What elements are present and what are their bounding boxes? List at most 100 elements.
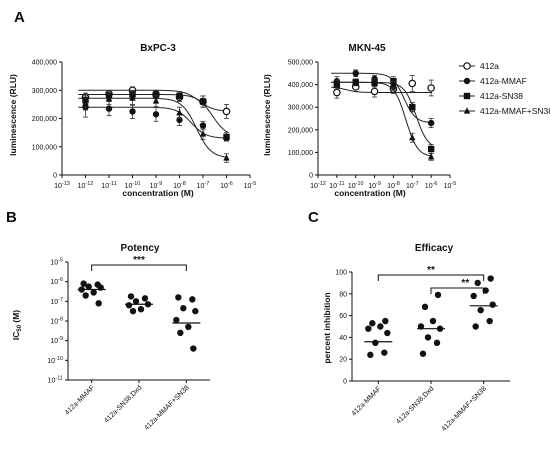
- y-tick-label: 80: [339, 291, 347, 298]
- legend-label: 412a: [480, 61, 499, 71]
- x-tick-label: 10-12: [310, 181, 326, 190]
- data-point: [199, 122, 207, 129]
- legend-marker: [463, 92, 471, 100]
- data-point: [85, 283, 92, 290]
- data-point: [333, 80, 341, 88]
- data-point: [132, 298, 140, 305]
- data-point: [141, 295, 149, 302]
- data-point: [173, 316, 180, 324]
- x-tick-label: 10-10: [125, 181, 141, 190]
- y-tick-label: 0: [309, 173, 313, 180]
- y-tick-label: 10-9: [50, 336, 63, 345]
- data-point: [371, 79, 378, 87]
- data-point: [333, 88, 341, 97]
- legend: 412a 412a-MMAF 412a-SN38 412a-MMAF+SN38: [459, 61, 550, 116]
- significance-label: **: [461, 278, 469, 289]
- data-point: [127, 293, 135, 300]
- data-point: [152, 97, 160, 104]
- data-point: [129, 307, 137, 315]
- chart-bxpc3: BxPC-3 concentration (M) luminescence (R…: [8, 43, 256, 198]
- data-point: [82, 292, 89, 299]
- data-point: [367, 351, 374, 359]
- data-point: [199, 130, 207, 137]
- data-point: [82, 99, 89, 106]
- data-marks: [78, 86, 231, 163]
- x-tick-label: 10-5: [444, 181, 457, 190]
- y-axis-label: IC50 (M): [11, 310, 23, 340]
- data-point: [427, 119, 435, 127]
- y-tick-label: 10-6: [50, 277, 63, 286]
- data-marks: ***: [77, 255, 201, 352]
- data-marks: [331, 69, 435, 161]
- legend-marker: [463, 62, 471, 70]
- data-point: [152, 111, 160, 118]
- x-tick-label: 412a-MMAF: [351, 385, 383, 417]
- data-point: [192, 307, 199, 315]
- data-point: [129, 94, 136, 101]
- fit-curve: [78, 106, 228, 139]
- data-point: [223, 154, 230, 161]
- data-point: [352, 70, 359, 77]
- data-point: [80, 280, 87, 287]
- data-point: [199, 98, 207, 105]
- axes: 0 100,000 200,000 300,000 400,000 500,000 10-1…: [288, 60, 457, 191]
- significance-bracket: [377, 274, 485, 281]
- y-tick-label: 400,000: [288, 82, 313, 89]
- data-point: [409, 104, 416, 111]
- y-tick-label: 400,000: [32, 60, 57, 67]
- x-tick-label: 10-13: [54, 181, 70, 190]
- chart-title: Potency: [121, 243, 160, 254]
- fit-curve: [331, 81, 433, 146]
- x-tick-label: 10-11: [101, 181, 116, 190]
- x-axis-label: concentration (M): [334, 188, 405, 198]
- data-point: [105, 94, 113, 102]
- data-point: [222, 107, 231, 116]
- x-tick-label: 10-5: [244, 181, 257, 190]
- y-tick-label: 200,000: [288, 127, 313, 134]
- legend-label: 412a-MMAF+SN38: [480, 106, 550, 116]
- x-tick-label: 10-9: [368, 181, 381, 190]
- y-axis-label: luminescence (RLU): [262, 74, 272, 156]
- x-tick-label: 412a-SN38,Dxd: [395, 385, 435, 425]
- x-tick-label: 412a-SN38,Dxd: [103, 384, 143, 424]
- data-point: [429, 317, 437, 325]
- panel-label-a: A: [14, 9, 25, 26]
- data-point: [152, 91, 160, 98]
- data-point: [189, 296, 196, 303]
- data-point: [427, 145, 435, 153]
- data-point: [129, 108, 136, 115]
- chart-potency: Potency IC50 (M) 10-11 10-10 10-9 10-8 10-7 1…: [11, 243, 210, 432]
- x-tick-label: 10-12: [78, 181, 94, 190]
- x-tick-label: 10-6: [425, 181, 438, 190]
- fit-curve: [331, 86, 433, 93]
- data-point: [433, 339, 441, 347]
- data-point: [408, 79, 417, 88]
- data-point: [472, 323, 479, 330]
- data-point: [474, 279, 481, 287]
- y-tick-label: 100,000: [32, 144, 57, 151]
- panel-label-b: B: [6, 209, 17, 226]
- data-point: [384, 329, 391, 337]
- data-point: [390, 80, 397, 88]
- y-tick-label: 60: [339, 313, 347, 320]
- data-point: [487, 275, 494, 282]
- data-point: [427, 84, 435, 92]
- significance-bracket: [91, 264, 187, 271]
- y-axis-label: percent inhibition: [322, 292, 332, 363]
- data-point: [175, 294, 182, 301]
- y-tick-label: 10-10: [47, 356, 63, 365]
- data-point: [486, 317, 493, 325]
- data-point: [369, 320, 376, 327]
- y-tick-label: 300,000: [32, 88, 57, 95]
- x-tick-label: 10-8: [173, 181, 186, 190]
- x-axis-label: concentration (M): [122, 188, 193, 198]
- data-point: [223, 133, 230, 141]
- y-tick-label: 0: [343, 379, 347, 386]
- data-point: [427, 153, 435, 160]
- x-tick-label: 10-7: [197, 181, 210, 190]
- x-tick-label: 10-10: [348, 181, 364, 190]
- x-tick-label: 10-11: [329, 181, 344, 190]
- data-point: [137, 306, 145, 313]
